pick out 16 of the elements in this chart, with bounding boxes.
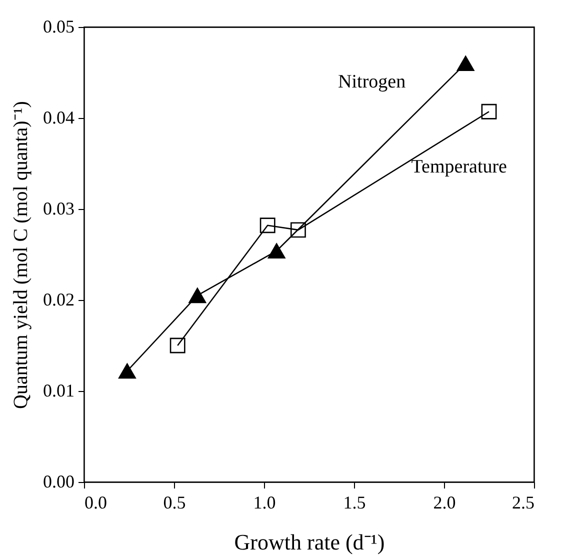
x-tick-label: 1.0 bbox=[253, 492, 276, 512]
x-tick-label: 0.5 bbox=[163, 492, 186, 512]
series-label: Temperature bbox=[411, 156, 507, 178]
y-tick-label: 0.00 bbox=[43, 472, 74, 492]
y-tick-label: 0.02 bbox=[43, 290, 74, 310]
x-tick-label: 1.5 bbox=[343, 492, 366, 512]
y-axis-title: Quantum yield (mol C (mol quanta)⁻¹) bbox=[10, 101, 32, 409]
x-tick-label: 2.0 bbox=[433, 492, 456, 512]
x-axis-title: Growth rate (d⁻¹) bbox=[234, 530, 385, 554]
x-tick-label: 0.0 bbox=[84, 492, 107, 512]
y-tick-label: 0.03 bbox=[43, 198, 74, 218]
x-tick-label: 2.5 bbox=[512, 492, 534, 512]
y-tick-label: 0.05 bbox=[43, 16, 74, 36]
series-label: Nitrogen bbox=[338, 71, 406, 92]
y-tick-label: 0.01 bbox=[43, 380, 74, 400]
y-tick-label: 0.04 bbox=[43, 108, 74, 128]
